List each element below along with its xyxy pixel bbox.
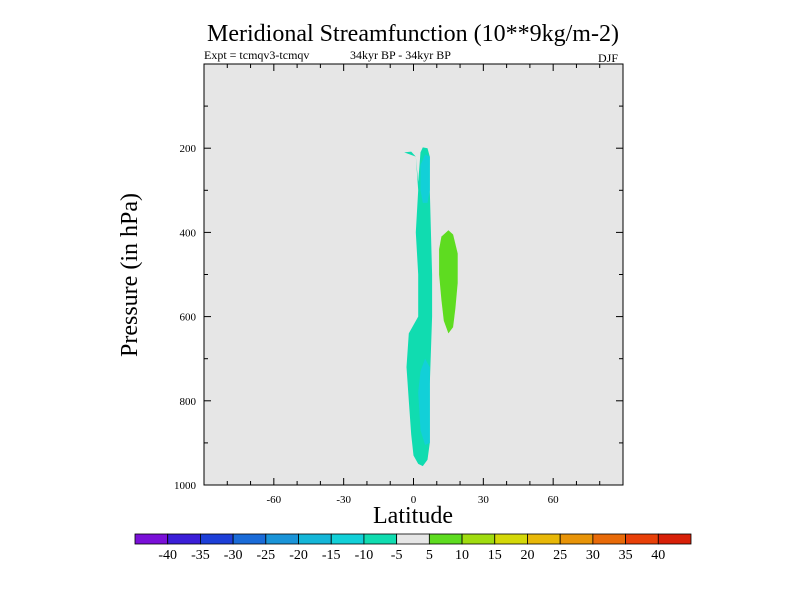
colorbar-label: -40 xyxy=(158,548,177,563)
colorbar-label: -5 xyxy=(391,548,403,563)
y-tick-label: 600 xyxy=(180,312,197,324)
colorbar-label: 10 xyxy=(455,548,469,563)
experiment-label: Expt = tcmqv3-tcmqv xyxy=(204,48,309,62)
colorbar-label: -35 xyxy=(191,548,210,563)
colorbar-label: -10 xyxy=(355,548,374,563)
colorbar-swatch xyxy=(134,533,169,545)
y-tick-label: 200 xyxy=(180,143,197,155)
season-label: DJF xyxy=(598,51,618,65)
y-axis-label: Pressure (in hPa) xyxy=(117,193,143,357)
x-axis-label: Latitude xyxy=(373,503,453,529)
colorbar-swatch xyxy=(625,533,659,545)
colorbar-label: 25 xyxy=(553,548,567,563)
colorbar-swatch xyxy=(527,533,561,545)
period-label: 34kyr BP - 34kyr BP xyxy=(350,48,451,62)
colorbar-swatch xyxy=(428,533,463,545)
colorbar-swatch xyxy=(559,533,594,545)
chart-title: Meridional Streamfunction (10**9kg/m-2) xyxy=(207,21,619,47)
contour-regions xyxy=(404,147,458,467)
colorbar-swatch xyxy=(396,533,430,545)
colorbar-swatch xyxy=(167,533,201,545)
colorbar-swatch xyxy=(265,533,299,545)
colorbar-label: 35 xyxy=(619,548,633,563)
x-tick-label: 30 xyxy=(478,494,490,506)
y-tick-label: 800 xyxy=(180,396,197,408)
colorbar-swatch xyxy=(657,533,692,545)
colorbar-label: -25 xyxy=(256,548,275,563)
colorbar: -40 -35 -30 -25 -20 -15 -10 -5 5 10 15 20 25 30 35 40 xyxy=(134,533,692,563)
colorbar-label: 20 xyxy=(520,548,534,563)
x-tick-label: 60 xyxy=(548,494,560,506)
colorbar-label: 5 xyxy=(426,548,433,563)
colorbar-label: -30 xyxy=(224,548,243,563)
colorbar-label: -15 xyxy=(322,548,341,563)
x-tick-label: -30 xyxy=(336,494,351,506)
colorbar-swatch xyxy=(298,533,332,545)
colorbar-label: -20 xyxy=(289,548,308,563)
colorbar-swatch xyxy=(200,533,234,545)
colorbar-label: 15 xyxy=(488,548,502,563)
colorbar-swatch xyxy=(330,533,365,545)
contour-region-2 xyxy=(418,358,430,445)
x-tick-label: 0 xyxy=(411,494,417,506)
colorbar-swatch xyxy=(232,533,267,545)
colorbar-label: 40 xyxy=(651,548,665,563)
colorbar-swatch xyxy=(461,533,496,545)
x-tick-label: -60 xyxy=(266,494,281,506)
colorbar-swatch xyxy=(494,533,528,545)
colorbar-swatch xyxy=(592,533,626,545)
y-tick-label: 400 xyxy=(180,227,197,239)
colorbar-label: 30 xyxy=(586,548,600,563)
y-tick-label: 1000 xyxy=(174,480,197,492)
axis-ticks: -60 -30 0 30 60 200 400 600 800 1000 xyxy=(174,64,623,506)
contour-region-3 xyxy=(439,230,458,334)
colorbar-swatch xyxy=(363,533,398,545)
contour-region-1 xyxy=(420,154,430,203)
